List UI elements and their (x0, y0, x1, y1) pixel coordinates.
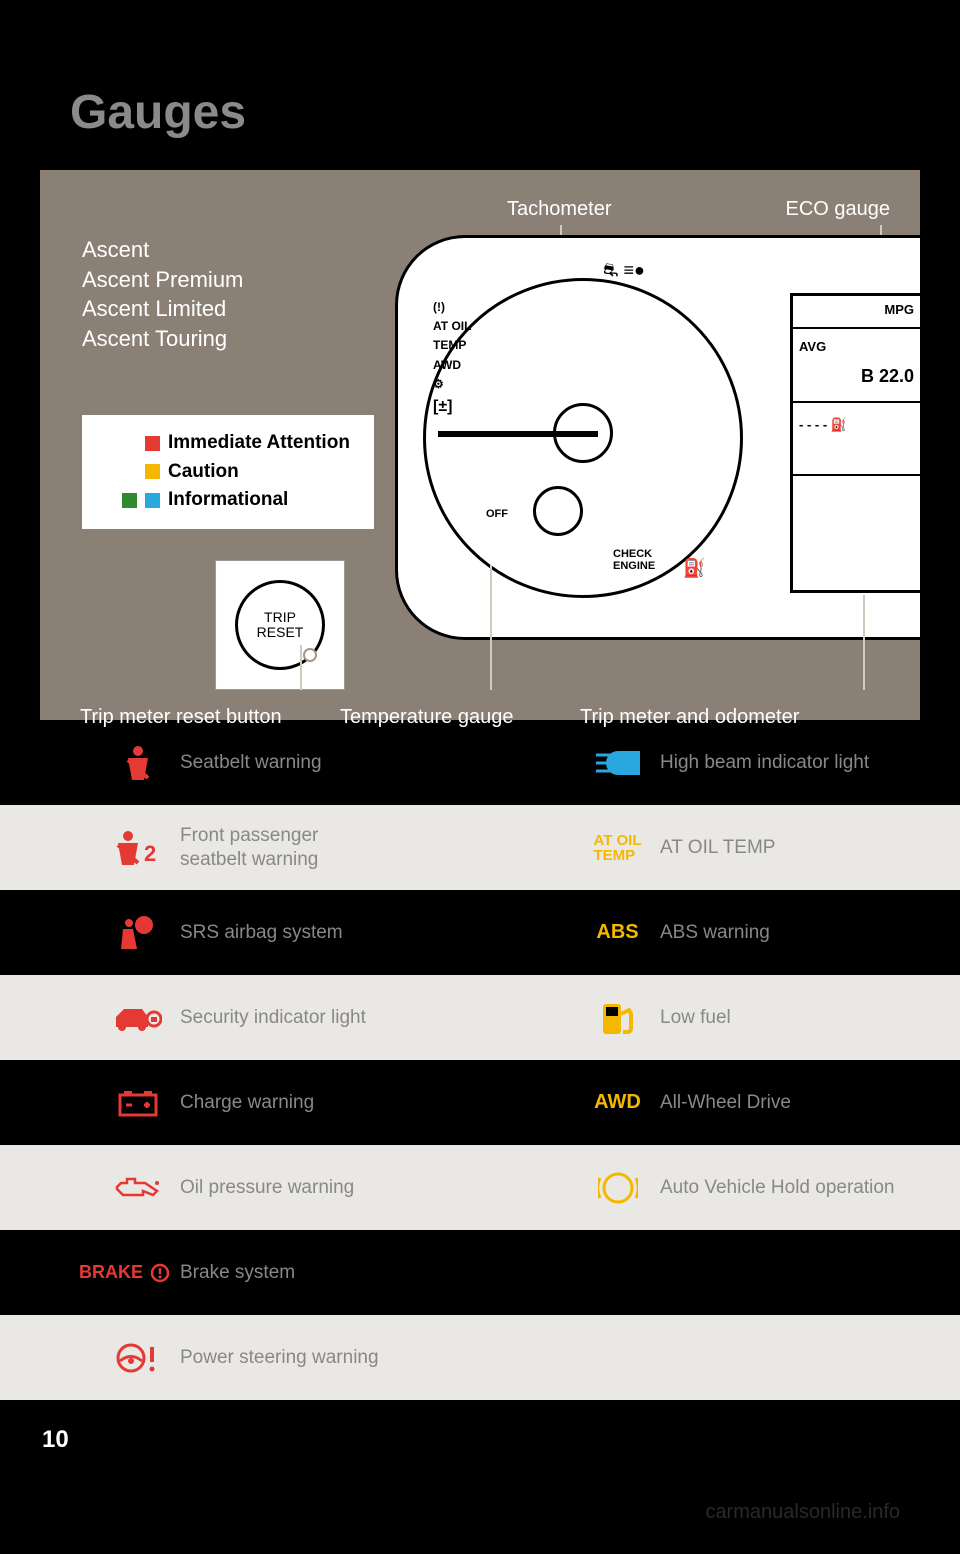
seatbelt-2-icon: 2 (95, 829, 180, 867)
abs-icon: ABS (575, 921, 660, 944)
temperature-label: Temperature gauge (340, 706, 513, 729)
awd-icon: AWD (575, 1091, 660, 1114)
dial-needle (438, 431, 598, 437)
page-number: 10 (42, 1426, 69, 1454)
callout-line (863, 595, 865, 690)
trip-reset-button-frame: TRIP RESET (215, 560, 345, 690)
fuel-icon (575, 1000, 660, 1036)
odometer-label: Trip meter and odometer (580, 706, 799, 729)
indicator-row: Power steering warning (0, 1315, 960, 1400)
callout-line (300, 645, 302, 690)
highbeam-icon (575, 749, 660, 777)
info-display: MPG AVG B 22.0 - - - - ⛽ (790, 293, 920, 593)
legend-red-icon (145, 436, 160, 451)
legend-amber-icon (145, 464, 160, 479)
airbag-icon (95, 915, 180, 951)
indicator-label: Charge warning (180, 1091, 314, 1115)
battery-icon (95, 1089, 180, 1117)
trim-item: Ascent Touring (82, 324, 243, 354)
off-text: OFF (486, 508, 508, 520)
indicator-row: BRAKE Brake system (0, 1230, 960, 1315)
indicator-label: Seatbelt warning (180, 751, 322, 775)
indicator-label: High beam indicator light (660, 751, 869, 775)
eco-gauge-label: ECO gauge (785, 198, 890, 221)
oil-can-icon (95, 1177, 180, 1199)
indicator-label: All-Wheel Drive (660, 1091, 791, 1115)
avg-label: AVG (793, 333, 920, 360)
avh-icon (575, 1168, 660, 1208)
indicator-label: Brake system (180, 1261, 295, 1285)
avg-value: B 22.0 (793, 360, 920, 393)
indicator-label: Low fuel (660, 1006, 731, 1030)
callout-line (490, 565, 492, 690)
indicator-label: Auto Vehicle Hold operation (660, 1176, 895, 1200)
trim-item: Ascent Limited (82, 294, 243, 324)
trim-item: Ascent Premium (82, 265, 243, 295)
legend-immediate: Immediate Attention (122, 429, 350, 458)
legend: Immediate Attention Caution Informationa… (82, 415, 374, 529)
security-icon (95, 1003, 180, 1033)
at-oil-temp-icon: AT OILTEMP (575, 833, 660, 863)
trip-reset-label: Trip meter reset button (80, 706, 282, 729)
page-title: Gauges (0, 0, 960, 170)
fuel-icon: ⛽ (683, 558, 705, 579)
indicator-label: ABS warning (660, 921, 770, 945)
indicator-table: Seatbelt warning High beam indicator lig… (0, 720, 960, 1400)
temperature-dial (533, 486, 583, 536)
cluster-top-icons: ⛐ ≡● (603, 260, 645, 284)
indicator-row: Oil pressure warning Auto Vehicle Hold o… (0, 1145, 960, 1230)
cluster-side-icons: (!) AT OIL TEMP AWD ⚙ [±] (433, 298, 471, 420)
watermark: carmanualsonline.info (705, 1501, 900, 1524)
indicator-row: Security indicator light Low fuel (0, 975, 960, 1060)
brake-icon: BRAKE (70, 1262, 180, 1284)
trim-list: Ascent Ascent Premium Ascent Limited Asc… (82, 235, 243, 354)
indicator-label: SRS airbag system (180, 921, 343, 945)
indicator-row: Charge warning AWD All-Wheel Drive (0, 1060, 960, 1145)
indicator-label: Security indicator light (180, 1006, 366, 1030)
indicator-label: Power steering warning (180, 1346, 379, 1370)
trip-reset-button: TRIP RESET (235, 580, 325, 670)
gauge-diagram: Tachometer ECO gauge Ascent Ascent Premi… (40, 170, 920, 720)
indicator-label: Front passenger seatbelt warning (180, 824, 318, 872)
indicator-row: SRS airbag system ABS ABS warning (0, 890, 960, 975)
seatbelt-icon (95, 744, 180, 782)
indicator-row: Seatbelt warning High beam indicator lig… (0, 720, 960, 805)
mpg-label: MPG (793, 296, 920, 323)
instrument-cluster: ⛐ ≡● (!) AT OIL TEMP AWD ⚙ [±] CHECK ENG… (395, 235, 920, 640)
svg-text:2: 2 (144, 841, 156, 866)
indicator-label: Oil pressure warning (180, 1176, 354, 1200)
legend-informational: Informational (122, 486, 350, 515)
indicator-label: AT OIL TEMP (660, 836, 775, 860)
trim-item: Ascent (82, 235, 243, 265)
legend-caution: Caution (122, 458, 350, 487)
legend-blue-icon (145, 493, 160, 508)
check-engine-text: CHECK ENGINE (613, 548, 655, 572)
tachometer-label: Tachometer (507, 198, 612, 221)
legend-green-icon (122, 493, 137, 508)
indicator-row: 2 Front passenger seatbelt warning AT OI… (0, 805, 960, 890)
steering-icon (95, 1342, 180, 1374)
